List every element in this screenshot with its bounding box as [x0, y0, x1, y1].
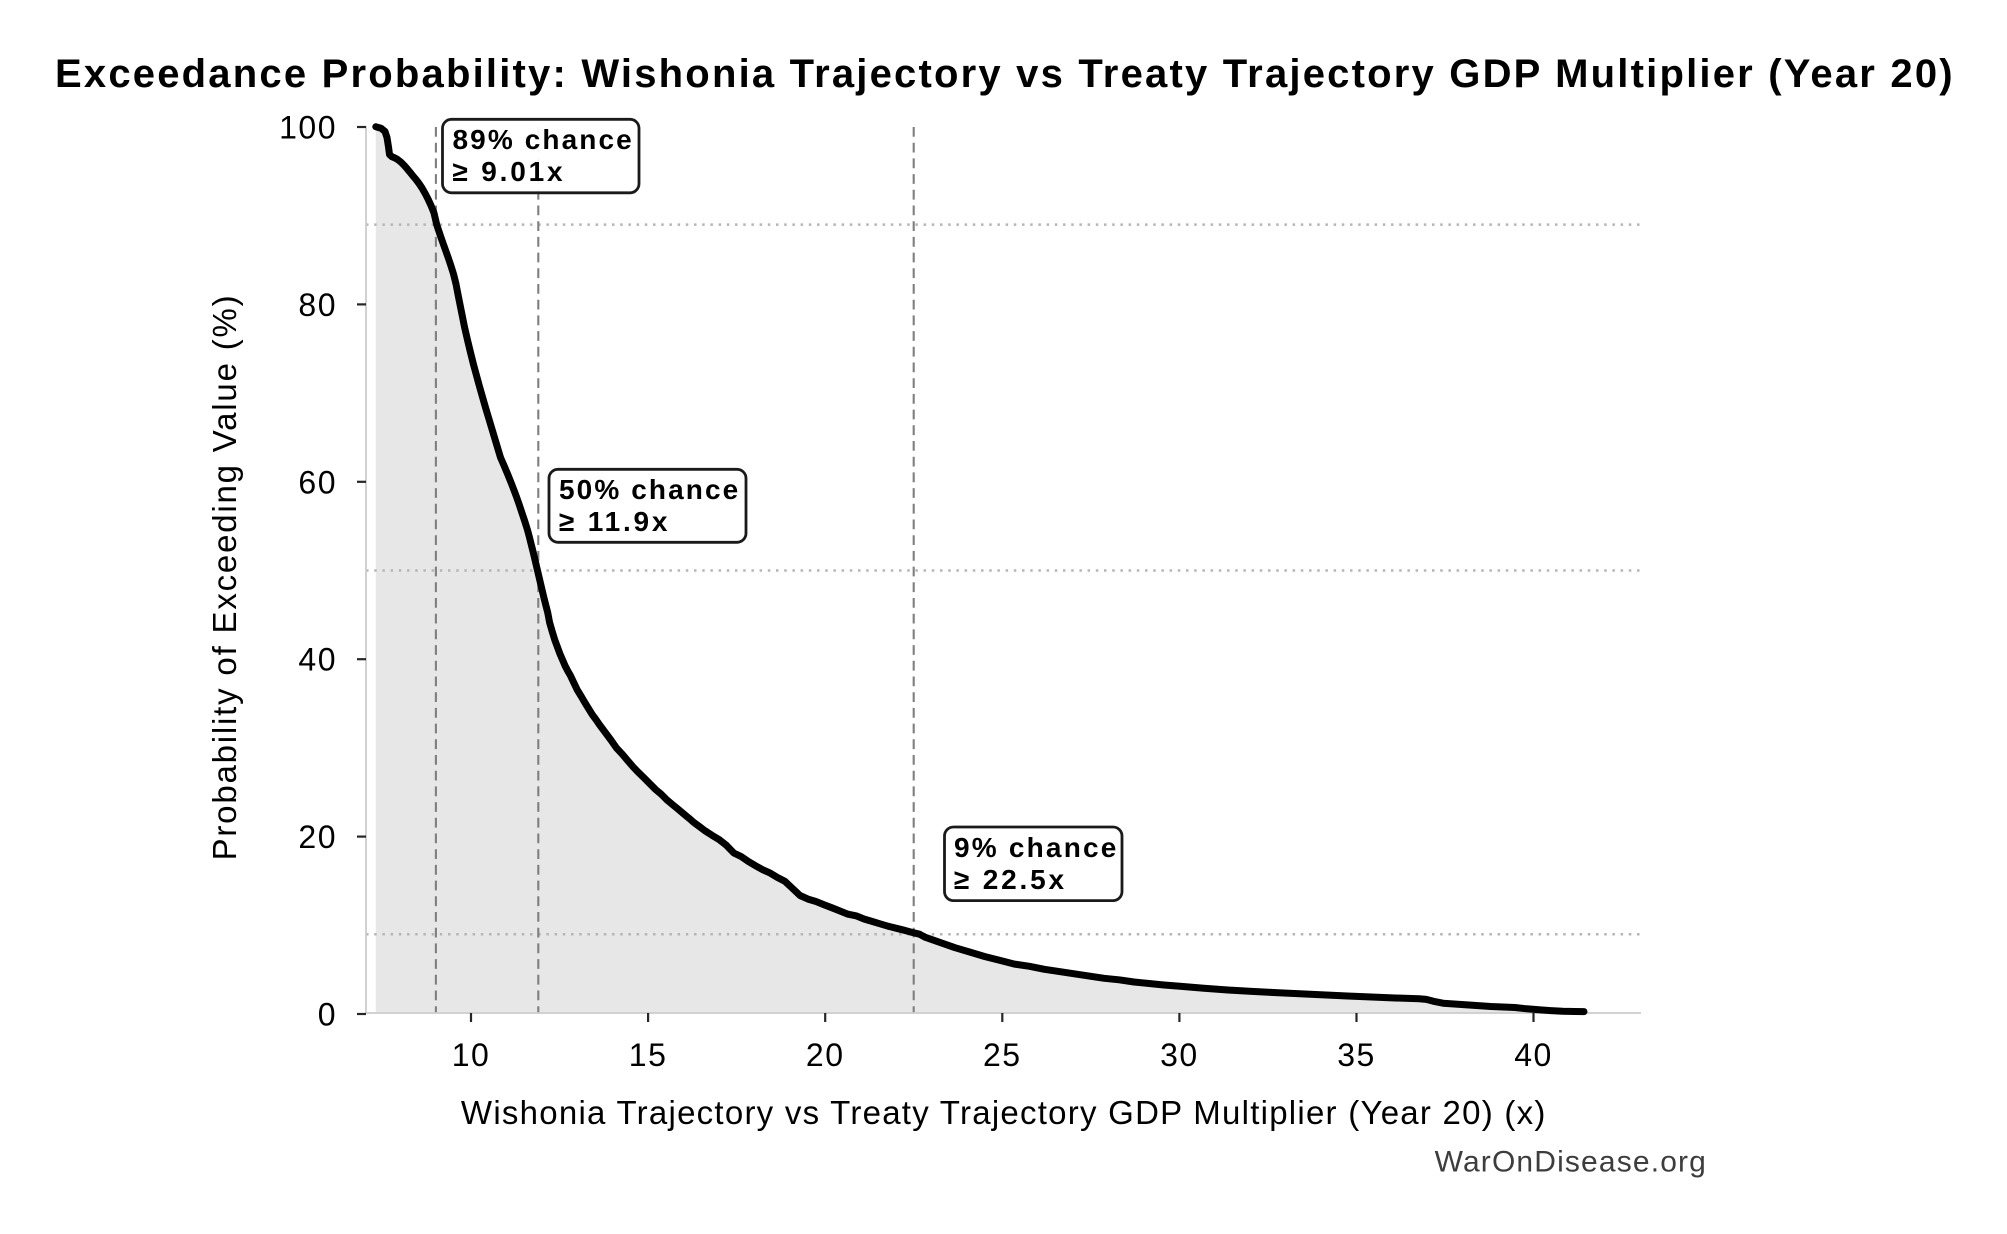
svg-text:40: 40 — [1514, 1037, 1553, 1073]
svg-text:20: 20 — [298, 819, 337, 855]
svg-text:≥ 9.01x: ≥ 9.01x — [453, 156, 566, 187]
svg-text:10: 10 — [452, 1037, 491, 1073]
svg-text:30: 30 — [1160, 1037, 1199, 1073]
svg-text:Wishonia Trajectory vs Treaty: Wishonia Trajectory vs Treaty Trajectory… — [461, 1094, 1547, 1131]
svg-text:80: 80 — [298, 287, 337, 323]
svg-text:60: 60 — [298, 464, 337, 500]
svg-text:35: 35 — [1337, 1037, 1376, 1073]
svg-text:40: 40 — [298, 642, 337, 678]
svg-text:0: 0 — [318, 997, 337, 1033]
svg-text:15: 15 — [629, 1037, 668, 1073]
svg-text:20: 20 — [806, 1037, 845, 1073]
svg-text:50% chance: 50% chance — [559, 474, 740, 505]
svg-text:25: 25 — [983, 1037, 1022, 1073]
svg-text:≥ 11.9x: ≥ 11.9x — [559, 506, 670, 537]
svg-text:Exceedance Probability: Wishon: Exceedance Probability: Wishonia Traject… — [55, 52, 1955, 96]
svg-text:9% chance: 9% chance — [954, 832, 1119, 863]
svg-text:Probability of Exceeding Value: Probability of Exceeding Value (%) — [206, 294, 243, 861]
svg-text:≥ 22.5x: ≥ 22.5x — [954, 864, 1067, 895]
svg-text:89% chance: 89% chance — [453, 124, 634, 155]
svg-text:100: 100 — [279, 110, 337, 146]
svg-text:WarOnDisease.org: WarOnDisease.org — [1435, 1145, 1707, 1178]
